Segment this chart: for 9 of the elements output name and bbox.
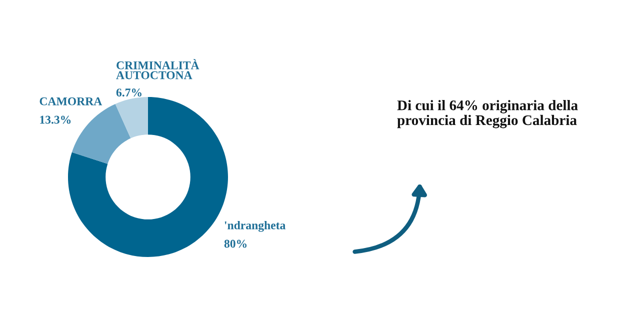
slice-label: CAMORRA xyxy=(40,97,102,106)
text: Di cui il 64% originaria della provincia di Reggio Calabria xyxy=(397,100,578,128)
data-label: 13.3% xyxy=(40,116,71,124)
slice-label: CRIMINALITÀ AUTOCTONA xyxy=(116,59,200,80)
data-label: 6.7% xyxy=(116,88,142,97)
donut-slice xyxy=(72,104,131,164)
donut-slice xyxy=(115,97,148,138)
data-label: 80% xyxy=(224,240,247,248)
slice-label: 'ndrangheta xyxy=(224,221,286,232)
